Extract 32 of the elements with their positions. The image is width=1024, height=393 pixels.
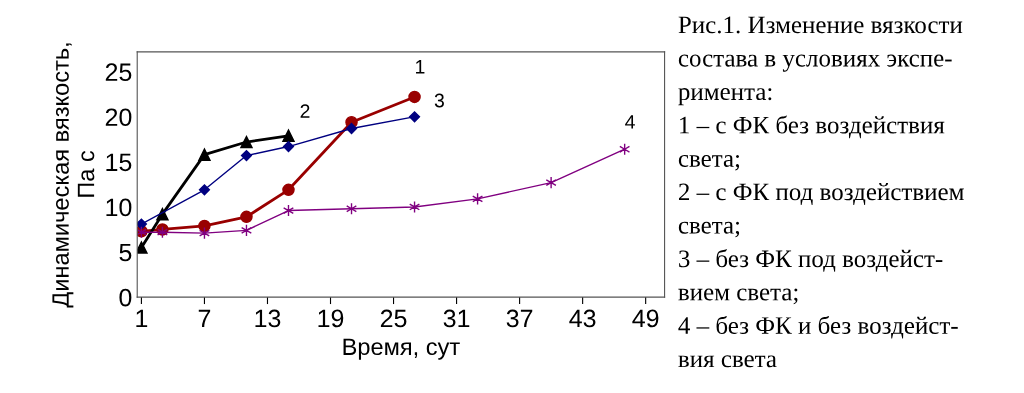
x-tick-label: 49	[632, 309, 659, 328]
text: 4 – без ФК и без воздейст-	[678, 315, 958, 339]
x-tick-label: 1	[136, 309, 148, 328]
series-label: 4	[625, 115, 635, 129]
text: Рис.1. Изменение вязкости	[678, 16, 963, 34]
series-label: 2	[300, 104, 310, 118]
text: вия света	[678, 355, 777, 368]
y-tick-label: 25	[105, 63, 132, 82]
text: вием света;	[678, 288, 798, 305]
y-tick-label: 5	[119, 243, 132, 262]
x-tick-label: 19	[318, 309, 344, 328]
x-tick-label: 37	[506, 309, 533, 328]
text: римента:	[678, 88, 772, 106]
x-tick-label: 25	[380, 309, 407, 328]
text: света;	[678, 154, 740, 171]
y-tick-label: 0	[119, 288, 132, 307]
y-tick-label: 10	[106, 198, 132, 217]
text: 3 – без ФК под воздейст-	[679, 249, 943, 272]
y-tick-label: 20	[105, 108, 132, 127]
text: 2 – с ФК под воздействием	[678, 182, 964, 205]
text: света;	[678, 221, 740, 238]
x-tick-label: 31	[443, 309, 470, 328]
text: состава в условиях экспе-	[678, 54, 952, 72]
x-axis-title: Время, сут	[343, 338, 460, 360]
text: 1 – с ФК без воздействия	[680, 115, 945, 139]
x-tick-label: 7	[198, 309, 211, 328]
x-tick-label: 43	[569, 309, 596, 328]
series-label: 3	[434, 93, 444, 108]
series-label: 1	[416, 60, 425, 74]
y-axis-title: Динамическая вязкость, Па с	[52, 43, 95, 308]
y-tick-label: 15	[106, 153, 132, 172]
x-tick-label: 13	[255, 309, 281, 328]
